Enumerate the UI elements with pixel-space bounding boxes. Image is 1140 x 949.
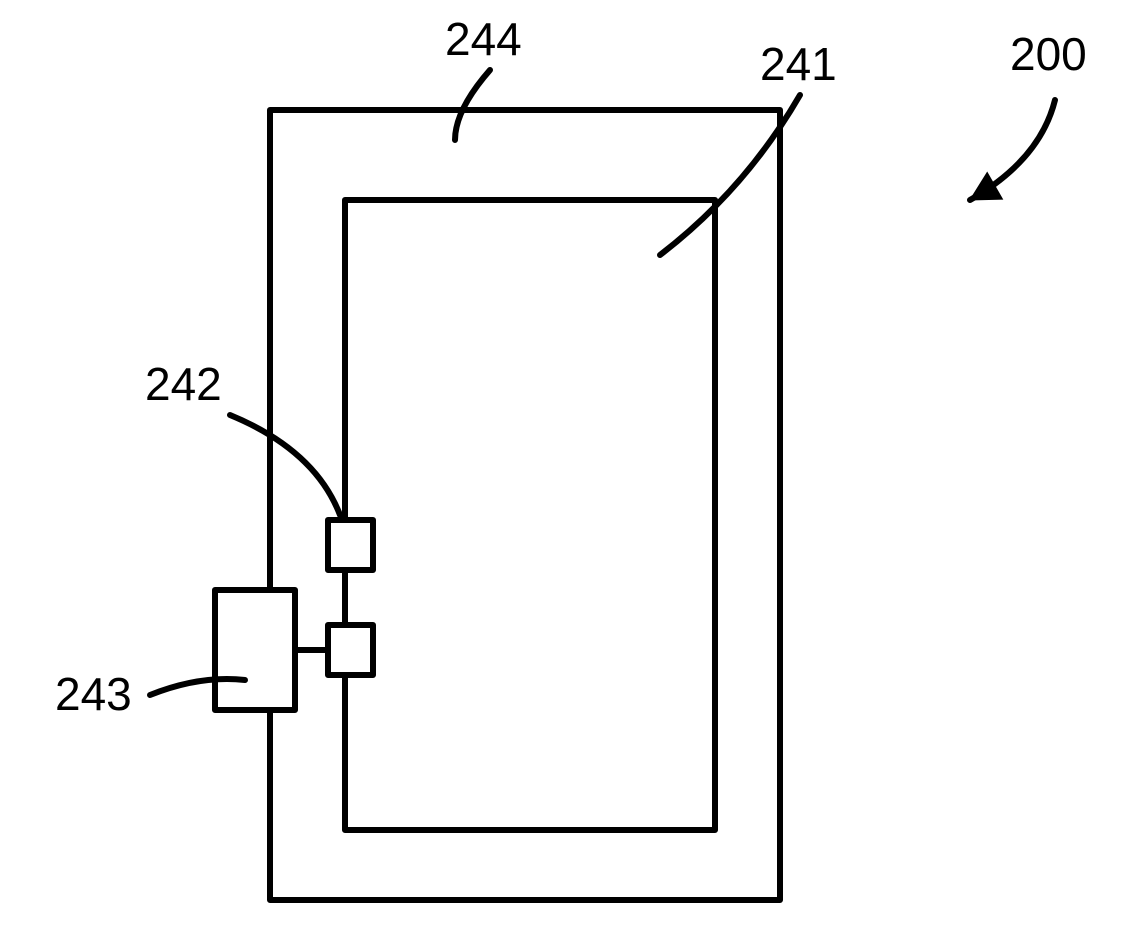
label-243: 243 [55, 668, 132, 720]
small-box-top [328, 520, 373, 570]
label-244: 244 [445, 13, 522, 65]
small-box-bottom [328, 625, 373, 675]
label-242: 242 [145, 358, 222, 410]
side-box [215, 590, 295, 710]
label-200: 200 [1010, 28, 1087, 80]
label-241: 241 [760, 38, 837, 90]
arrowhead-200 [970, 172, 1002, 200]
inner-frame [345, 200, 715, 830]
